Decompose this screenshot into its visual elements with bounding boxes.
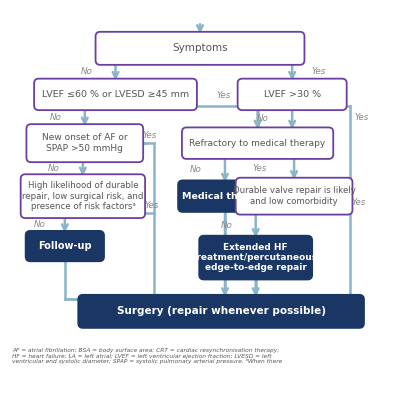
Text: No: No	[81, 67, 92, 76]
FancyBboxPatch shape	[238, 79, 347, 110]
Text: No: No	[50, 113, 62, 122]
Text: Symptoms: Symptoms	[172, 43, 228, 53]
Text: Yes: Yes	[142, 131, 157, 140]
Text: Surgery (repair whenever possible): Surgery (repair whenever possible)	[117, 306, 326, 316]
FancyBboxPatch shape	[26, 231, 104, 261]
Text: Durable valve repair is likely
and low comorbidity: Durable valve repair is likely and low c…	[233, 186, 356, 206]
Text: Yes: Yes	[352, 198, 366, 207]
Text: No: No	[257, 114, 269, 123]
Text: Yes: Yes	[354, 112, 369, 122]
Text: High likelihood of durable
repair, low surgical risk, and
presence of risk facto: High likelihood of durable repair, low s…	[22, 181, 144, 211]
Text: Yes: Yes	[253, 164, 267, 173]
Text: AF = atrial fibrillation; BSA = body surface area; CRT = cardiac resynchronisati: AF = atrial fibrillation; BSA = body sur…	[12, 348, 282, 364]
FancyBboxPatch shape	[26, 124, 143, 162]
Text: Yes: Yes	[311, 67, 326, 76]
Text: LVEF >30 %: LVEF >30 %	[264, 90, 321, 99]
FancyBboxPatch shape	[199, 236, 312, 280]
FancyBboxPatch shape	[34, 79, 197, 110]
Text: New onset of AF or
SPAP >50 mmHg: New onset of AF or SPAP >50 mmHg	[42, 134, 128, 153]
FancyBboxPatch shape	[236, 178, 352, 214]
Text: LVEF ≤60 % or LVESD ≥45 mm: LVEF ≤60 % or LVESD ≥45 mm	[42, 90, 189, 99]
FancyBboxPatch shape	[78, 295, 364, 328]
Text: Extended HF
treatment/percutaneous
edge-to-edge repair: Extended HF treatment/percutaneous edge-…	[193, 243, 318, 272]
FancyBboxPatch shape	[21, 174, 145, 218]
Text: No: No	[34, 220, 46, 229]
FancyBboxPatch shape	[96, 32, 304, 65]
FancyBboxPatch shape	[182, 128, 333, 159]
Text: No: No	[48, 164, 60, 173]
Text: No: No	[221, 221, 233, 230]
Text: Refractory to medical therapy: Refractory to medical therapy	[190, 139, 326, 148]
FancyBboxPatch shape	[178, 180, 272, 212]
Text: Medical therapy: Medical therapy	[182, 192, 268, 201]
Text: No: No	[190, 165, 202, 174]
Text: Follow-up: Follow-up	[38, 241, 92, 251]
Text: Yes: Yes	[216, 92, 231, 100]
Text: Yes: Yes	[144, 201, 158, 210]
